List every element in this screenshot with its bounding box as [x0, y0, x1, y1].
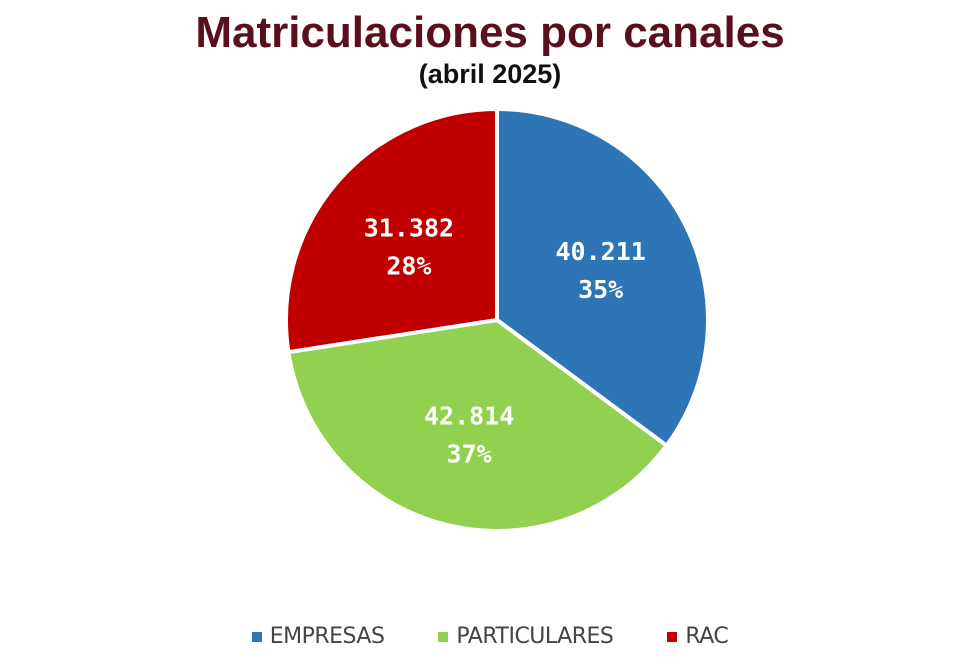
chart-legend: EMPRESAS PARTICULARES RAC — [0, 624, 980, 649]
legend-swatch-particulares — [438, 631, 449, 642]
legend-swatch-rac — [667, 631, 678, 642]
slice-value-label-rac: 31.382 — [364, 213, 454, 242]
slice-value-label-particulares: 42.814 — [424, 402, 514, 431]
legend-label-particulares: PARTICULARES — [456, 624, 614, 649]
slice-value-label-empresas: 40.211 — [555, 237, 645, 266]
slice-percent-label-rac: 28% — [386, 251, 431, 280]
chart-subtitle: (abril 2025) — [418, 59, 562, 89]
legend-label-rac: RAC — [685, 624, 729, 649]
legend-item-empresas: EMPRESAS — [251, 624, 385, 649]
legend-item-particulares: PARTICULARES — [438, 624, 614, 649]
pie-slice-particulares — [286, 318, 669, 533]
slice-percent-label-empresas: 35% — [578, 275, 623, 304]
legend-item-rac: RAC — [667, 624, 729, 649]
legend-label-empresas: EMPRESAS — [269, 624, 385, 649]
slice-percent-label-particulares: 37% — [447, 440, 492, 469]
legend-swatch-empresas — [251, 631, 262, 642]
chart-title: Matriculaciones por canales — [195, 8, 785, 57]
pie-slice-rac — [284, 107, 499, 355]
pie-slice-empresas — [495, 107, 710, 448]
